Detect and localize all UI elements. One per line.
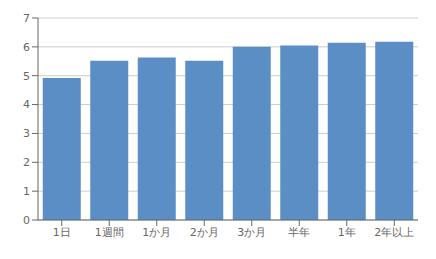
svg-text:3か月: 3か月	[237, 226, 266, 239]
svg-text:2年以上: 2年以上	[374, 226, 414, 239]
svg-text:7: 7	[23, 12, 30, 25]
svg-text:0: 0	[23, 214, 30, 227]
svg-text:2: 2	[23, 156, 30, 169]
svg-text:2か月: 2か月	[190, 226, 219, 239]
svg-text:1: 1	[23, 185, 30, 198]
svg-text:半年: 半年	[288, 226, 310, 239]
svg-text:4: 4	[23, 98, 30, 111]
svg-text:5: 5	[23, 70, 30, 83]
svg-text:1日: 1日	[53, 226, 71, 239]
svg-text:1年: 1年	[338, 226, 356, 239]
svg-text:1か月: 1か月	[142, 226, 171, 239]
svg-text:6: 6	[23, 41, 30, 54]
svg-text:1週間: 1週間	[95, 226, 124, 239]
svg-text:3: 3	[23, 127, 30, 140]
